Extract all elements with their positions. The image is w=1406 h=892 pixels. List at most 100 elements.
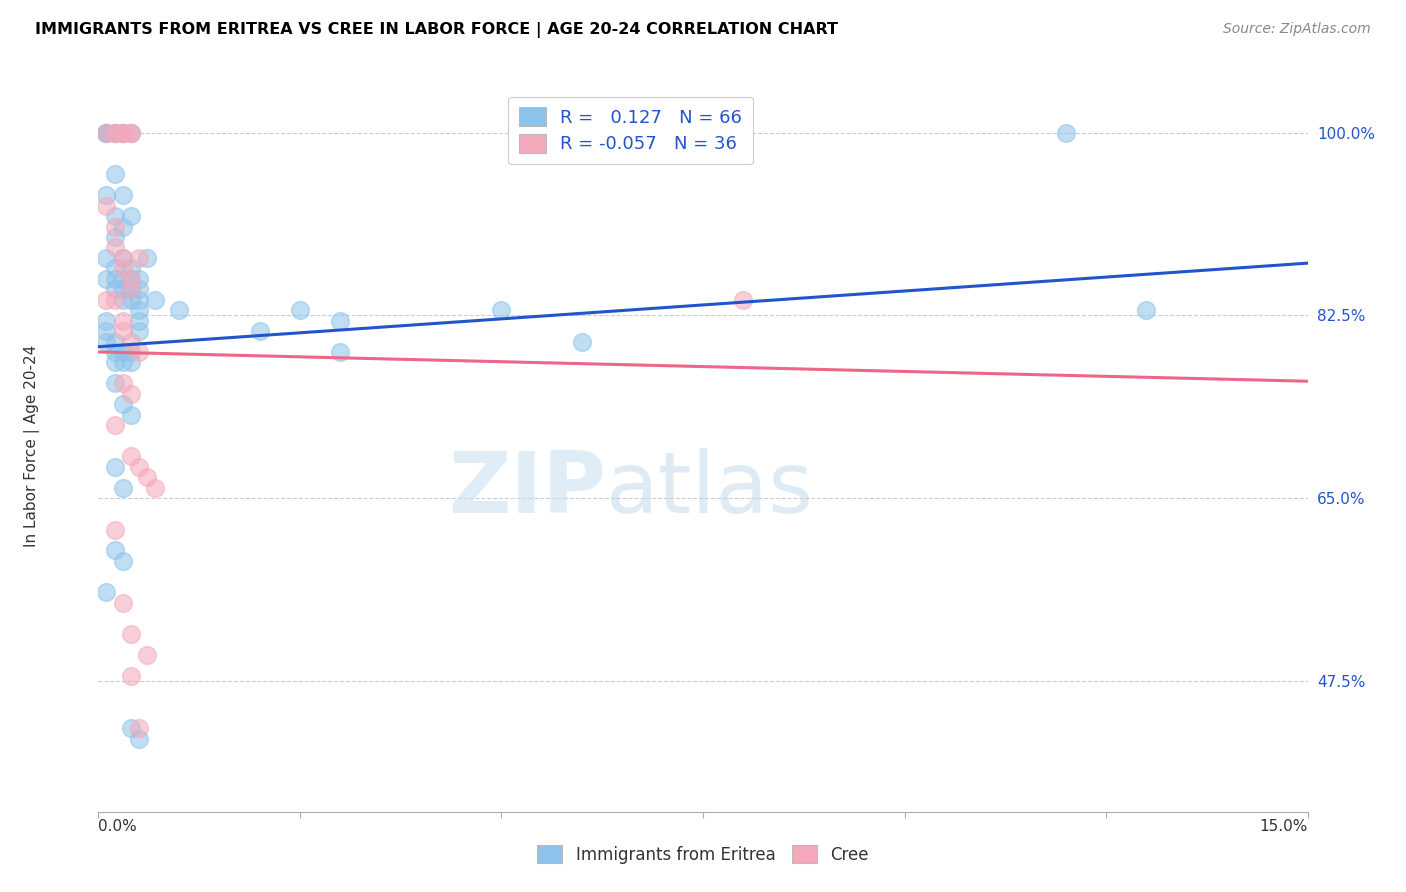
Point [103, 418, 125, 433]
Point [96, 126, 118, 140]
Point [120, 386, 142, 401]
Point [120, 272, 142, 286]
Point [128, 324, 150, 338]
Point [103, 293, 125, 307]
Point [120, 345, 142, 359]
Text: 15.0%: 15.0% [1260, 819, 1308, 834]
Point [103, 523, 125, 537]
Point [128, 345, 150, 359]
Point [103, 240, 125, 254]
Point [128, 251, 150, 265]
Point [111, 397, 134, 411]
Point [103, 376, 125, 391]
Point [128, 282, 150, 296]
Point [111, 251, 134, 265]
Point [120, 293, 142, 307]
Point [120, 282, 142, 296]
Point [111, 261, 134, 276]
Point [103, 209, 125, 223]
Text: Source: ZipAtlas.com: Source: ZipAtlas.com [1223, 22, 1371, 37]
Point [96, 199, 118, 213]
Point [96, 334, 118, 349]
Point [111, 376, 134, 391]
Point [111, 554, 134, 568]
Point [111, 355, 134, 369]
Point [103, 126, 125, 140]
Point [103, 126, 125, 140]
Point [103, 126, 125, 140]
Point [111, 126, 134, 140]
Point [111, 251, 134, 265]
Point [120, 261, 142, 276]
Point [111, 272, 134, 286]
Point [111, 126, 134, 140]
Point [96, 251, 118, 265]
Point [120, 126, 142, 140]
Point [111, 293, 134, 307]
Point [111, 481, 134, 495]
Point [143, 481, 166, 495]
Point [111, 126, 134, 140]
Point [120, 334, 142, 349]
Point [128, 313, 150, 327]
Point [167, 303, 190, 318]
Point [135, 470, 157, 484]
Point [103, 282, 125, 296]
Point [103, 355, 125, 369]
Text: 0.0%: 0.0% [98, 819, 138, 834]
Point [96, 126, 118, 140]
Point [111, 126, 134, 140]
Point [111, 126, 134, 140]
Point [103, 126, 125, 140]
Point [111, 324, 134, 338]
Point [120, 209, 142, 223]
Point [128, 731, 150, 746]
Point [329, 313, 352, 327]
Point [120, 450, 142, 464]
Point [143, 293, 166, 307]
Point [111, 345, 134, 359]
Point [111, 282, 134, 296]
Point [329, 345, 352, 359]
Point [103, 543, 125, 558]
Point [103, 167, 125, 181]
Point [103, 261, 125, 276]
Point [128, 303, 150, 318]
Point [111, 188, 134, 202]
Point [103, 126, 125, 140]
Point [103, 345, 125, 359]
Point [571, 334, 593, 349]
Point [1054, 126, 1077, 140]
Text: ZIP: ZIP [449, 449, 606, 532]
Point [103, 230, 125, 244]
Point [120, 721, 142, 735]
Point [120, 627, 142, 641]
Point [288, 303, 311, 318]
Point [120, 126, 142, 140]
Point [128, 293, 150, 307]
Point [111, 126, 134, 140]
Point [120, 408, 142, 422]
Point [1135, 303, 1157, 318]
Point [120, 355, 142, 369]
Point [96, 313, 118, 327]
Point [120, 282, 142, 296]
Legend: Immigrants from Eritrea, Cree: Immigrants from Eritrea, Cree [530, 838, 876, 871]
Point [491, 303, 513, 318]
Point [103, 459, 125, 474]
Point [128, 721, 150, 735]
Point [111, 219, 134, 234]
Text: In Labor Force | Age 20-24: In Labor Force | Age 20-24 [24, 345, 41, 547]
Point [96, 293, 118, 307]
Point [111, 596, 134, 610]
Point [135, 251, 157, 265]
Point [120, 126, 142, 140]
Point [103, 219, 125, 234]
Legend: R =   0.127   N = 66, R = -0.057   N = 36: R = 0.127 N = 66, R = -0.057 N = 36 [508, 96, 754, 164]
Point [96, 188, 118, 202]
Point [128, 272, 150, 286]
Point [96, 585, 118, 599]
Point [96, 324, 118, 338]
Point [249, 324, 271, 338]
Point [120, 272, 142, 286]
